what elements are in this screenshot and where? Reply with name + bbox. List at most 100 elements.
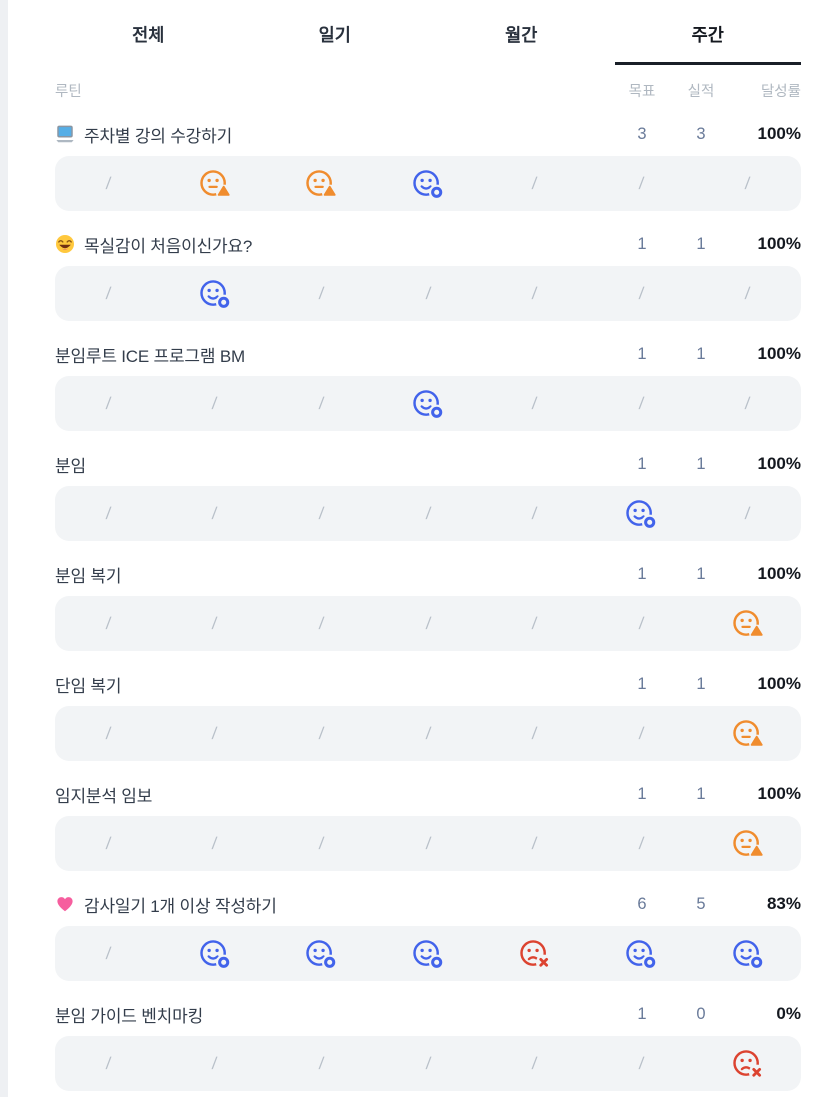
week-cell[interactable]: [268, 156, 375, 211]
tab-label: 주간: [691, 25, 724, 45]
tab-weekly[interactable]: 주간: [614, 10, 801, 65]
week-cell[interactable]: /: [268, 596, 375, 651]
empty-slash: /: [104, 173, 112, 193]
week-cell[interactable]: /: [268, 376, 375, 431]
week-cell[interactable]: /: [268, 266, 375, 321]
week-cell[interactable]: /: [375, 1036, 482, 1091]
week-cell[interactable]: /: [268, 486, 375, 541]
week-cell[interactable]: /: [481, 816, 588, 871]
week-cell[interactable]: /: [481, 706, 588, 761]
rate-value: 100%: [757, 344, 801, 363]
week-cell[interactable]: [375, 156, 482, 211]
week-cell[interactable]: [162, 266, 269, 321]
routine-title-row[interactable]: 단임 복기 1 1 100%: [55, 662, 801, 706]
routine-title-row[interactable]: 목실감이 처음이신가요? 1 1 100%: [55, 222, 801, 266]
routine-title: 분임 복기: [55, 566, 122, 586]
empty-slash: /: [424, 833, 432, 853]
week-cell[interactable]: /: [588, 266, 695, 321]
week-cell[interactable]: /: [588, 1036, 695, 1091]
smiley-missed-icon: [731, 1047, 765, 1081]
week-cell[interactable]: [694, 706, 801, 761]
rate-value: 100%: [757, 124, 801, 143]
tab-daily[interactable]: 일기: [242, 10, 429, 65]
week-cell[interactable]: /: [162, 376, 269, 431]
week-cell[interactable]: /: [481, 486, 588, 541]
week-cell[interactable]: [268, 926, 375, 981]
week-cell[interactable]: [694, 816, 801, 871]
tab-monthly[interactable]: 월간: [428, 10, 615, 65]
week-cell[interactable]: /: [481, 156, 588, 211]
week-cell[interactable]: /: [375, 706, 482, 761]
empty-slash: /: [637, 613, 645, 633]
empty-slash: /: [531, 1053, 538, 1073]
week-cell[interactable]: /: [588, 376, 695, 431]
week-cell[interactable]: /: [694, 376, 801, 431]
week-cell[interactable]: /: [375, 596, 482, 651]
week-cell[interactable]: /: [55, 706, 162, 761]
actual-value: 1: [696, 564, 706, 583]
week-cell[interactable]: /: [694, 266, 801, 321]
routine-title-row[interactable]: 주차별 강의 수강하기 3 3 100%: [55, 112, 801, 156]
week-cell[interactable]: /: [375, 486, 482, 541]
week-strip: / / / / / /: [55, 596, 801, 651]
routine-title-row[interactable]: 분임 가이드 벤치마킹 1 0 0%: [55, 992, 801, 1036]
week-cell[interactable]: [162, 156, 269, 211]
week-cell[interactable]: /: [55, 156, 162, 211]
empty-slash: /: [637, 173, 645, 193]
week-cell[interactable]: /: [55, 926, 162, 981]
week-cell[interactable]: [694, 926, 801, 981]
week-cell[interactable]: [694, 1036, 801, 1091]
week-cell[interactable]: /: [55, 1036, 162, 1091]
week-cell[interactable]: /: [375, 816, 482, 871]
week-cell[interactable]: [375, 376, 482, 431]
week-cell[interactable]: /: [162, 706, 269, 761]
week-cell[interactable]: /: [481, 376, 588, 431]
week-cell[interactable]: /: [268, 1036, 375, 1091]
week-cell[interactable]: /: [481, 266, 588, 321]
week-cell[interactable]: /: [162, 1036, 269, 1091]
routine-title-row[interactable]: 분임 복기 1 1 100%: [55, 552, 801, 596]
week-cell[interactable]: /: [588, 596, 695, 651]
week-cell[interactable]: [162, 926, 269, 981]
tab-all[interactable]: 전체: [55, 10, 242, 65]
week-cell[interactable]: /: [162, 816, 269, 871]
week-cell[interactable]: [694, 596, 801, 651]
routine-row: 주차별 강의 수강하기 3 3 100% / / / /: [55, 112, 801, 211]
week-cell[interactable]: /: [55, 596, 162, 651]
week-cell[interactable]: [588, 926, 695, 981]
week-cell[interactable]: /: [481, 1036, 588, 1091]
smiley-warning-icon: [731, 607, 765, 641]
week-cell[interactable]: /: [694, 156, 801, 211]
week-cell[interactable]: /: [588, 706, 695, 761]
week-cell[interactable]: /: [268, 816, 375, 871]
week-cell[interactable]: /: [55, 486, 162, 541]
week-cell[interactable]: /: [55, 266, 162, 321]
routine-title-row[interactable]: 분임 1 1 100%: [55, 442, 801, 486]
week-cell[interactable]: /: [162, 596, 269, 651]
goal-value: 1: [637, 234, 647, 253]
routine-title: 주차별 강의 수강하기: [84, 126, 233, 146]
routine-stats: 3 3 100%: [617, 124, 801, 144]
week-cell[interactable]: /: [268, 706, 375, 761]
routine-stats: 6 5 83%: [617, 894, 801, 914]
week-cell[interactable]: /: [481, 596, 588, 651]
week-cell[interactable]: /: [588, 816, 695, 871]
week-cell[interactable]: /: [694, 486, 801, 541]
smiley-warning-icon: [731, 717, 765, 751]
week-cell[interactable]: /: [55, 376, 162, 431]
week-cell[interactable]: /: [588, 156, 695, 211]
empty-slash: /: [104, 613, 112, 633]
week-cell[interactable]: [375, 926, 482, 981]
week-cell[interactable]: /: [55, 816, 162, 871]
routine-stats: 1 1 100%: [617, 344, 801, 364]
routine-title-row[interactable]: 분임루트 ICE 프로그램 BM 1 1 100%: [55, 332, 801, 376]
empty-slash: /: [744, 283, 752, 303]
actual-value: 1: [696, 234, 706, 253]
rate-value: 100%: [757, 674, 801, 693]
routine-title-row[interactable]: 감사일기 1개 이상 작성하기 6 5 83%: [55, 882, 801, 926]
week-cell[interactable]: [481, 926, 588, 981]
week-cell[interactable]: [588, 486, 695, 541]
week-cell[interactable]: /: [162, 486, 269, 541]
week-cell[interactable]: /: [375, 266, 482, 321]
routine-title-row[interactable]: 임지분석 임보 1 1 100%: [55, 772, 801, 816]
